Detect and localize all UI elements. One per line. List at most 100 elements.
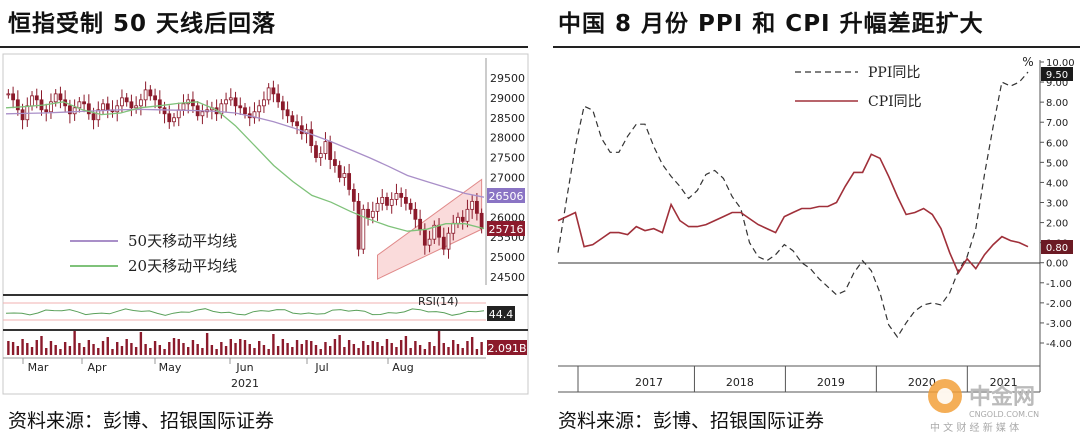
- candle-body: [82, 101, 86, 105]
- volume-bar: [158, 345, 162, 355]
- volume-bar: [447, 347, 450, 355]
- candle-body: [370, 210, 375, 218]
- x-year-label: 2017: [635, 376, 663, 389]
- candle-body: [181, 103, 186, 111]
- candle-body: [176, 109, 181, 119]
- candle-body: [15, 99, 20, 111]
- ppi-last-value-tag: [1041, 67, 1073, 81]
- candle-body: [337, 165, 342, 178]
- candle-body: [456, 216, 460, 224]
- volume-value-tag: [487, 340, 527, 355]
- candle-body: [162, 107, 167, 115]
- volume-bar: [328, 346, 332, 355]
- candle-body: [53, 93, 58, 103]
- candle-body: [418, 218, 423, 230]
- volume-bar: [381, 346, 384, 355]
- candle-body: [200, 111, 205, 117]
- volume-bar: [291, 347, 294, 355]
- volume-bar: [305, 340, 308, 355]
- x-month-label: Aug: [392, 361, 413, 374]
- ppi-series-line: [557, 71, 1029, 339]
- candle-body: [262, 99, 266, 107]
- volume-bar: [92, 344, 95, 355]
- volume-bar: [68, 346, 72, 355]
- candle-body: [328, 141, 333, 160]
- y-tick-label: -4.00: [1046, 339, 1072, 350]
- candle-body: [460, 216, 465, 222]
- y-tick-label: -3.00: [1046, 319, 1072, 330]
- volume-bar: [26, 343, 29, 355]
- volume-bar: [314, 345, 318, 355]
- y-tick-label: 7.00: [1046, 118, 1068, 129]
- y-tick-label: 8.00: [1046, 98, 1068, 109]
- candle-body: [385, 196, 389, 206]
- volume-bar: [182, 343, 185, 355]
- candle-body: [475, 200, 479, 214]
- y-tick-label: 10.00: [1046, 58, 1075, 69]
- candle-body: [314, 145, 318, 158]
- candle-body: [394, 193, 399, 200]
- volume-bar: [163, 349, 166, 355]
- close-price-tag-text: 25716: [489, 223, 524, 236]
- rsi-value-tag: [487, 306, 515, 321]
- volume-bar: [352, 344, 356, 355]
- y-tick-label: 29000: [490, 92, 525, 105]
- cpi-series-line: [557, 153, 1029, 275]
- candle-body: [427, 238, 432, 246]
- volume-bar: [16, 346, 20, 355]
- candle-body: [413, 208, 418, 220]
- candle-body: [148, 89, 153, 97]
- volume-bar: [404, 336, 408, 355]
- x-month-label: Mar: [28, 361, 49, 374]
- candle-body: [172, 117, 176, 123]
- candle-body: [437, 224, 441, 238]
- candle-body: [134, 105, 139, 109]
- volume-bar: [78, 343, 81, 355]
- right-source-note: 资料来源：彭博、招银国际证券: [558, 410, 825, 432]
- y-tick-label: 28000: [490, 132, 525, 145]
- volume-bar: [418, 345, 422, 355]
- candle-body: [323, 141, 328, 154]
- volume-bar: [125, 339, 128, 355]
- volume-bar: [144, 344, 147, 355]
- volume-bar: [215, 349, 218, 355]
- rsi-line: [5, 308, 485, 316]
- volume-bar: [333, 339, 337, 355]
- x-month-label: Apr: [87, 361, 107, 374]
- volume-bar: [30, 347, 34, 355]
- volume-bar: [82, 347, 86, 355]
- candle-body: [309, 129, 314, 147]
- candle-body: [375, 202, 380, 212]
- volume-bar: [423, 349, 427, 355]
- y-tick-label: 2.00: [1046, 219, 1068, 230]
- volume-bar: [257, 341, 261, 355]
- volume-bar: [414, 341, 417, 355]
- volume-bar: [395, 347, 398, 355]
- y-tick-label: 3.00: [1046, 199, 1068, 210]
- hsi-candlestick-chart: 2950029000285002800027500270002650026000…: [2, 53, 529, 395]
- candle-body: [228, 97, 233, 101]
- x-month-label: Jun: [235, 361, 253, 374]
- candle-body: [351, 189, 356, 202]
- volume-bar: [111, 349, 114, 355]
- x-year-label: 2021: [231, 377, 259, 390]
- volume-bar: [470, 337, 474, 355]
- candle-body: [77, 101, 82, 109]
- candle-body: [299, 125, 304, 135]
- candle-body: [318, 153, 323, 158]
- y-tick-label: 28500: [490, 112, 525, 125]
- candle-body: [20, 109, 25, 121]
- volume-bar: [59, 349, 62, 355]
- rsi-value-text: 44.4: [489, 308, 514, 321]
- candle-body: [295, 121, 299, 127]
- watermark-name: 中金网: [969, 384, 1035, 410]
- volume-bar: [286, 343, 289, 355]
- volume-bar: [480, 342, 483, 355]
- candle-body: [290, 115, 295, 123]
- candle-body: [276, 93, 281, 103]
- candle-body: [115, 105, 120, 113]
- volume-bar: [220, 342, 223, 355]
- volume-bar: [101, 341, 105, 355]
- volume-bar: [205, 333, 209, 355]
- candle-body: [252, 111, 257, 119]
